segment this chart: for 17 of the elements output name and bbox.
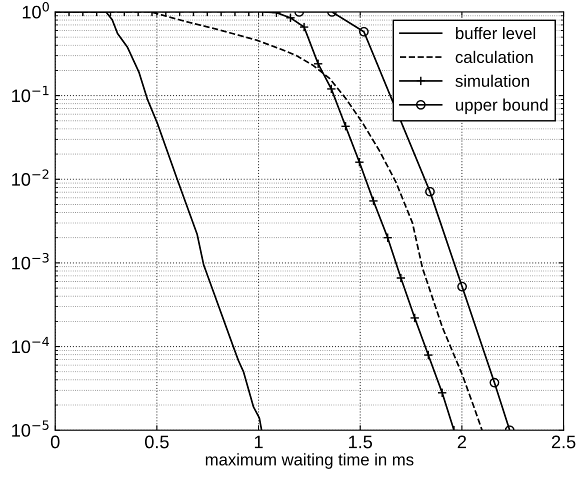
legend-label: simulation [455, 74, 529, 87]
legend-label: calculation [456, 50, 533, 64]
x-tick-label: 1.5 [349, 436, 372, 448]
y-tick-label: 10$^{0}$ [22, 2, 49, 19]
y-tick-label: 10$^{−5}$ [12, 420, 49, 437]
x-tick-label: 0.5 [145, 436, 169, 448]
legend-label: buffer level [456, 26, 536, 40]
x-tick-label: 2.5 [552, 436, 576, 448]
x-tick-label: 2 [458, 436, 466, 448]
x-axis-title: maximum waiting time in ms [206, 453, 414, 469]
x-tick-label: 1 [254, 436, 263, 448]
legend-label: upper bound [456, 98, 548, 114]
y-tick-label: 10$^{−1}$ [12, 86, 49, 102]
y-tick-label: 10$^{−3}$ [12, 253, 49, 270]
y-tick-label: 10$^{−2}$ [12, 169, 48, 186]
y-tick-label: 10$^{−4}$ [12, 336, 49, 354]
x-tick-label: 0 [50, 436, 60, 448]
